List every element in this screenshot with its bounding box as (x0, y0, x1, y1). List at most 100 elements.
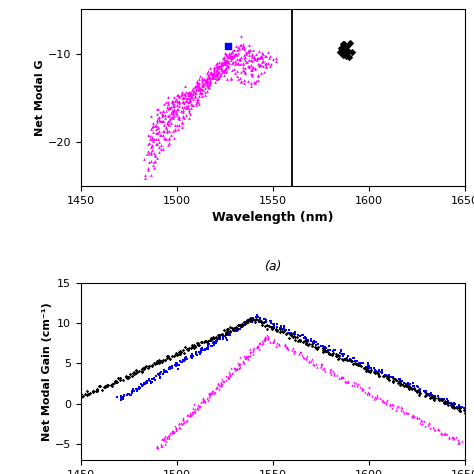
Point (434, 392, 442, 400)
Point (167, 131, 175, 138)
Point (238, 322, 246, 330)
Point (77, 392, 85, 400)
Point (169, 428, 176, 436)
Point (333, 353, 341, 360)
Point (210, 64, 218, 72)
Point (468, 408, 474, 416)
Point (168, 429, 175, 437)
Point (222, 331, 229, 338)
Point (166, 114, 174, 122)
Point (283, 343, 291, 351)
Point (153, 360, 160, 367)
Point (325, 342, 333, 349)
Point (337, 352, 344, 359)
Point (162, 356, 169, 364)
Point (212, 70, 219, 78)
Point (455, 406, 463, 413)
Point (267, 317, 274, 325)
Point (238, 320, 246, 328)
Point (198, 347, 205, 355)
Point (288, 331, 295, 339)
Point (298, 331, 306, 338)
Point (155, 372, 163, 379)
Point (260, 50, 267, 57)
Point (135, 385, 143, 392)
Point (168, 98, 175, 105)
Point (174, 105, 182, 113)
Point (216, 335, 223, 343)
Point (173, 361, 181, 369)
Point (122, 373, 129, 380)
Point (187, 89, 195, 97)
Point (219, 68, 226, 75)
Point (228, 48, 236, 56)
Point (187, 91, 194, 99)
Point (273, 327, 281, 335)
Point (364, 363, 372, 370)
Point (465, 443, 472, 450)
Point (186, 97, 193, 105)
Point (210, 67, 218, 74)
Point (185, 98, 193, 105)
Point (217, 382, 225, 389)
Point (142, 362, 150, 370)
Point (212, 71, 219, 78)
Point (77, 391, 85, 398)
Point (400, 408, 407, 415)
Point (190, 87, 198, 94)
Point (164, 103, 171, 110)
Point (221, 60, 228, 67)
Point (248, 316, 255, 323)
Point (314, 340, 322, 347)
Point (232, 60, 239, 68)
Point (170, 110, 177, 118)
Point (399, 381, 406, 389)
Point (216, 381, 223, 388)
Point (131, 369, 138, 376)
Point (213, 75, 221, 82)
Point (328, 370, 335, 378)
Point (337, 48, 344, 55)
Point (313, 360, 320, 368)
Point (397, 375, 404, 383)
Point (443, 400, 451, 408)
Point (145, 362, 153, 370)
Point (261, 315, 268, 322)
Point (430, 392, 438, 400)
Point (339, 356, 346, 364)
Point (430, 394, 438, 402)
Point (338, 355, 346, 363)
Point (361, 388, 369, 395)
Point (203, 87, 211, 95)
Point (68, 397, 75, 405)
Point (204, 343, 211, 351)
Point (251, 80, 258, 87)
Point (243, 59, 250, 66)
Point (427, 425, 434, 432)
Point (148, 124, 156, 131)
Point (161, 114, 169, 121)
Point (250, 53, 258, 61)
Point (170, 102, 178, 110)
Point (255, 313, 262, 321)
Point (60, 402, 67, 410)
Point (179, 415, 187, 422)
Point (213, 67, 220, 75)
Point (160, 121, 168, 128)
Point (258, 55, 265, 62)
Point (415, 387, 423, 395)
Point (168, 428, 176, 435)
Point (145, 364, 152, 372)
Point (214, 74, 222, 82)
Point (118, 393, 125, 401)
Point (255, 63, 263, 70)
Point (364, 366, 372, 374)
Point (157, 440, 165, 448)
Point (155, 138, 163, 146)
Point (322, 367, 329, 375)
Point (471, 444, 474, 451)
Point (138, 365, 146, 372)
Point (277, 324, 284, 331)
Point (363, 364, 371, 371)
Point (178, 103, 186, 110)
